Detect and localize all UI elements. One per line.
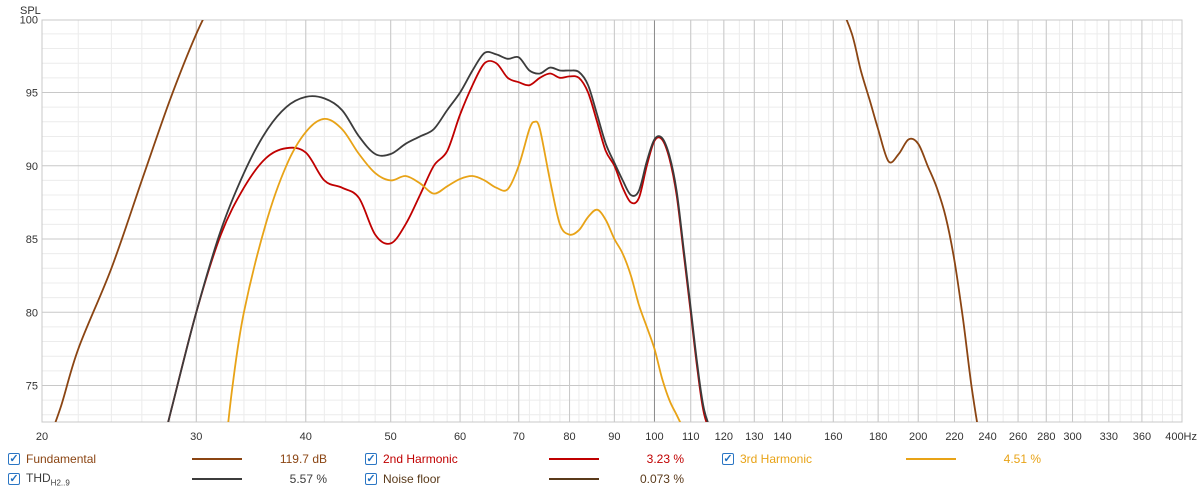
legend-value-3rd-harmonic: 4.51 % (1003, 452, 1041, 466)
y-tick-label: 85 (26, 234, 38, 246)
legend-item-fundamental[interactable]: ✓ Fundamental (8, 449, 96, 469)
x-tick-label: 100 (645, 431, 663, 443)
x-tick-label: 200 (909, 431, 927, 443)
x-tick-label: 400Hz (1165, 431, 1197, 443)
thd-subscript: H2..9 (50, 478, 70, 488)
y-tick-label: 75 (26, 381, 38, 393)
x-tick-label: 260 (1009, 431, 1027, 443)
legend-item-noise-floor[interactable]: ✓ Noise floor (365, 469, 440, 489)
x-tick-label: 360 (1133, 431, 1151, 443)
x-tick-label: 140 (773, 431, 791, 443)
x-tick-label: 20 (36, 431, 48, 443)
2nd-harmonic-checkbox[interactable]: ✓ (365, 452, 377, 465)
x-tick-label: 40 (300, 431, 312, 443)
legend-value-thd: 5.57 % (289, 472, 327, 486)
plot-frame (41, 19, 1183, 423)
y-axis-label: SPL (20, 5, 41, 17)
x-tick-label: 80 (563, 431, 575, 443)
legend-label-thd: THDH2..9 (26, 470, 70, 488)
x-tick-label: 220 (945, 431, 963, 443)
y-tick-label: 90 (26, 161, 38, 173)
3rd-harmonic-checkbox[interactable]: ✓ (722, 452, 734, 465)
x-tick-label: 120 (715, 431, 733, 443)
x-tick-label: 90 (608, 431, 620, 443)
y-tick-label: 80 (26, 307, 38, 319)
x-tick-label: 50 (385, 431, 397, 443)
y-tick-label: 100 (20, 14, 38, 26)
x-tick-label: 110 (682, 431, 700, 443)
legend-label-2nd-harmonic: 2nd Harmonic (383, 452, 458, 466)
legend-label-3rd-harmonic: 3rd Harmonic (740, 452, 813, 466)
series-line-fundamental (54, 20, 978, 422)
series-line-3rd-harmonic (227, 117, 682, 422)
x-tick-label: 160 (824, 431, 842, 443)
series-line-thd (167, 50, 709, 422)
legend-swatch-3rd-harmonic (906, 458, 956, 460)
noise-floor-checkbox[interactable]: ✓ (365, 472, 377, 485)
x-axis-ticks: 20 30 40 50 60 70 80 90 100 110 120 130 140 160 180 200… (36, 431, 1197, 443)
legend-label-fundamental: Fundamental (26, 452, 97, 466)
series-lines (54, 20, 978, 422)
legend-value-noise-floor: 0.073 % (639, 472, 684, 486)
fundamental-checkbox[interactable]: ✓ (8, 452, 20, 465)
legend-label-noise-floor: Noise floor (383, 472, 441, 486)
legend-value-fundamental: 119.7 dB (279, 452, 327, 466)
x-tick-label: 130 (745, 431, 763, 443)
x-tick-label: 60 (454, 431, 466, 443)
legend-swatch-noise-floor (549, 478, 599, 480)
legend-swatch-fundamental (192, 458, 242, 460)
legend-swatch-thd (192, 478, 242, 480)
y-tick-label: 95 (26, 88, 38, 100)
major-grid (41, 19, 1183, 423)
minor-grid (41, 20, 1183, 422)
legend-value-2nd-harmonic: 3.23 % (646, 452, 684, 466)
x-tick-label: 330 (1100, 431, 1118, 443)
x-tick-label: 70 (513, 431, 525, 443)
x-tick-label: 280 (1037, 431, 1055, 443)
spl-chart: SPL 7580859095100105110115120 2030405060… (20, 5, 1197, 443)
x-tick-label: 240 (978, 431, 996, 443)
x-tick-label: 30 (190, 431, 202, 443)
y-axis-ticks: 7580859095100105110115120 (20, 14, 38, 393)
legend-item-3rd-harmonic[interactable]: ✓ 3rd Harmonic (722, 449, 812, 469)
x-tick-label: 300 (1063, 431, 1081, 443)
x-tick-label: 180 (869, 431, 887, 443)
legend: ✓ Fundamental 119.7 dB ✓ 2nd Harmonic 3.… (0, 447, 1200, 495)
legend-item-thd[interactable]: ✓ THDH2..9 (8, 469, 70, 489)
legend-item-2nd-harmonic[interactable]: ✓ 2nd Harmonic (365, 449, 458, 469)
thd-checkbox[interactable]: ✓ (8, 472, 20, 485)
legend-swatch-2nd-harmonic (549, 458, 599, 460)
